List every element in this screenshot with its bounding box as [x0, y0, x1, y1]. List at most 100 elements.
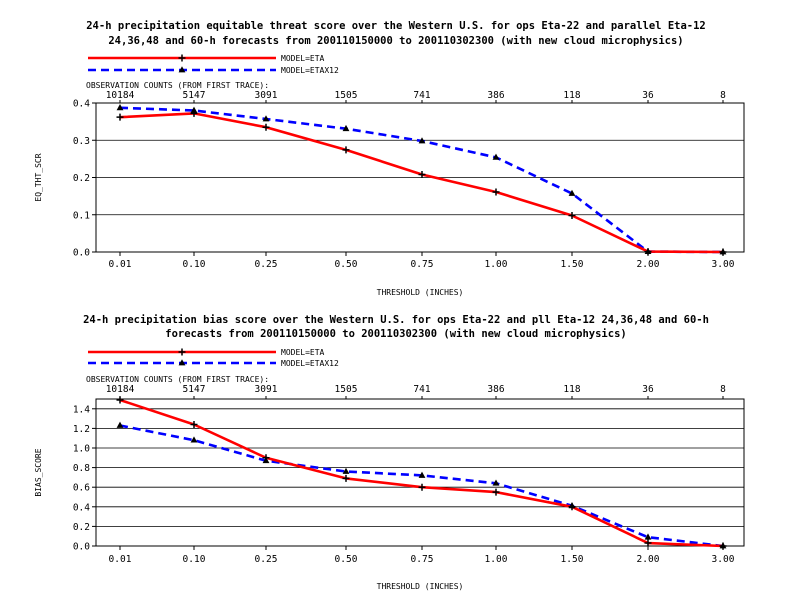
y-tick-label: 0.4	[73, 502, 90, 513]
y-axis-title: EQ_THT_SCR	[34, 153, 43, 201]
data-point-model-eta	[418, 171, 426, 179]
x-tick-label: 0.25	[255, 259, 278, 270]
y-tick-label: 0.1	[73, 210, 90, 221]
data-point-model-eta	[492, 188, 500, 196]
data-point-model-etax12	[262, 115, 270, 122]
data-point-model-etax12	[644, 533, 652, 540]
obs-counts-label: OBSERVATION COUNTS (FROM FIRST TRACE):	[86, 375, 269, 384]
obs-count: 741	[413, 90, 430, 101]
x-tick-label: 1.00	[485, 259, 508, 270]
y-tick-label: 0.8	[73, 463, 90, 474]
x-tick-label: 0.10	[183, 554, 206, 565]
obs-count: 1505	[335, 384, 358, 395]
x-tick-label: 1.00	[485, 554, 508, 565]
y-tick-label: 0.0	[73, 542, 90, 553]
data-point-model-eta	[190, 420, 198, 428]
data-point-model-eta	[342, 474, 350, 482]
obs-count: 36	[642, 384, 654, 395]
chart-title-line: 24,36,48 and 60-h forecasts from 2001101…	[108, 35, 683, 47]
data-point-model-etax12	[116, 104, 124, 111]
data-point-model-eta	[342, 146, 350, 154]
x-tick-label: 0.10	[183, 259, 206, 270]
x-tick-label: 3.00	[712, 554, 735, 565]
x-tick-label: 2.00	[637, 554, 660, 565]
obs-count: 8	[720, 384, 726, 395]
obs-count: 3091	[255, 90, 278, 101]
obs-count: 8	[720, 90, 726, 101]
y-axis-title: BIAS_SCORE	[34, 448, 43, 496]
data-point-model-eta	[262, 123, 270, 131]
x-tick-label: 0.01	[109, 259, 132, 270]
data-point-model-etax12	[116, 421, 124, 428]
obs-count: 3091	[255, 384, 278, 395]
series-line-model-etax12	[119, 106, 724, 254]
legend-marker	[178, 359, 186, 366]
obs-count: 36	[642, 90, 654, 101]
obs-counts-label: OBSERVATION COUNTS (FROM FIRST TRACE):	[86, 81, 269, 90]
x-tick-label: 0.50	[335, 259, 358, 270]
legend-marker	[178, 66, 186, 73]
obs-count: 10184	[106, 384, 135, 395]
data-point-model-eta	[418, 483, 426, 491]
data-point-model-etax12	[568, 502, 576, 509]
y-tick-label: 0.6	[73, 483, 90, 494]
obs-count: 386	[487, 384, 504, 395]
x-tick-label: 3.00	[712, 259, 735, 270]
data-point-model-eta	[116, 396, 124, 404]
legend-marker	[178, 348, 186, 356]
data-point-model-etax12	[418, 137, 426, 144]
chart-title-line: 24-h precipitation equitable threat scor…	[86, 20, 706, 32]
chart-panel-1: 24-h precipitation equitable threat scor…	[34, 20, 745, 297]
x-tick-label: 0.75	[411, 554, 434, 565]
x-tick-label: 1.50	[561, 554, 584, 565]
obs-count: 118	[563, 90, 580, 101]
chart-title-line: 24-h precipitation bias score over the W…	[83, 314, 709, 326]
x-tick-label: 0.01	[109, 554, 132, 565]
plot-frame	[95, 102, 745, 253]
data-point-model-etax12	[492, 153, 500, 160]
x-axis-title: THRESHOLD (INCHES)	[377, 582, 464, 591]
y-tick-label: 0.2	[73, 522, 90, 533]
x-axis-title: THRESHOLD (INCHES)	[377, 288, 464, 297]
legend-label: MODEL=ETA	[281, 54, 325, 63]
x-tick-label: 1.50	[561, 259, 584, 270]
y-tick-label: 0.4	[73, 99, 90, 110]
data-point-model-etax12	[719, 542, 727, 549]
data-point-model-etax12	[190, 436, 198, 443]
series-line-model-eta	[119, 112, 724, 254]
y-tick-label: 0.0	[73, 248, 90, 259]
data-point-model-etax12	[262, 456, 270, 464]
data-point-model-etax12	[492, 479, 500, 486]
data-point-model-etax12	[418, 471, 426, 478]
y-tick-label: 0.2	[73, 173, 90, 184]
obs-count: 386	[487, 90, 504, 101]
data-point-model-eta	[116, 113, 124, 121]
legend-label: MODEL=ETA	[281, 348, 325, 357]
chart-title-line: forecasts from 200110150000 to 200110302…	[165, 328, 626, 340]
data-point-model-etax12	[568, 189, 576, 196]
chart-panel-2: 24-h precipitation bias score over the W…	[34, 314, 745, 591]
data-point-model-eta	[492, 488, 500, 496]
obs-count: 118	[563, 384, 580, 395]
legend-label: MODEL=ETAX12	[281, 359, 339, 368]
data-point-model-eta	[568, 211, 576, 219]
obs-count: 5147	[183, 90, 206, 101]
data-point-model-eta	[644, 539, 652, 547]
x-tick-label: 0.50	[335, 554, 358, 565]
data-point-model-etax12	[190, 106, 198, 113]
obs-count: 741	[413, 384, 430, 395]
x-tick-label: 2.00	[637, 259, 660, 270]
y-tick-label: 1.0	[73, 444, 90, 455]
data-point-model-etax12	[719, 248, 727, 255]
y-tick-label: 1.2	[73, 424, 90, 435]
data-point-model-etax12	[342, 467, 350, 474]
obs-count: 1505	[335, 90, 358, 101]
legend-label: MODEL=ETAX12	[281, 66, 339, 75]
data-point-model-etax12	[342, 124, 350, 132]
x-tick-label: 0.25	[255, 554, 278, 565]
data-point-model-etax12	[644, 247, 652, 255]
y-tick-label: 1.4	[73, 404, 90, 415]
y-tick-label: 0.3	[73, 136, 90, 147]
plot-frame	[95, 398, 745, 547]
